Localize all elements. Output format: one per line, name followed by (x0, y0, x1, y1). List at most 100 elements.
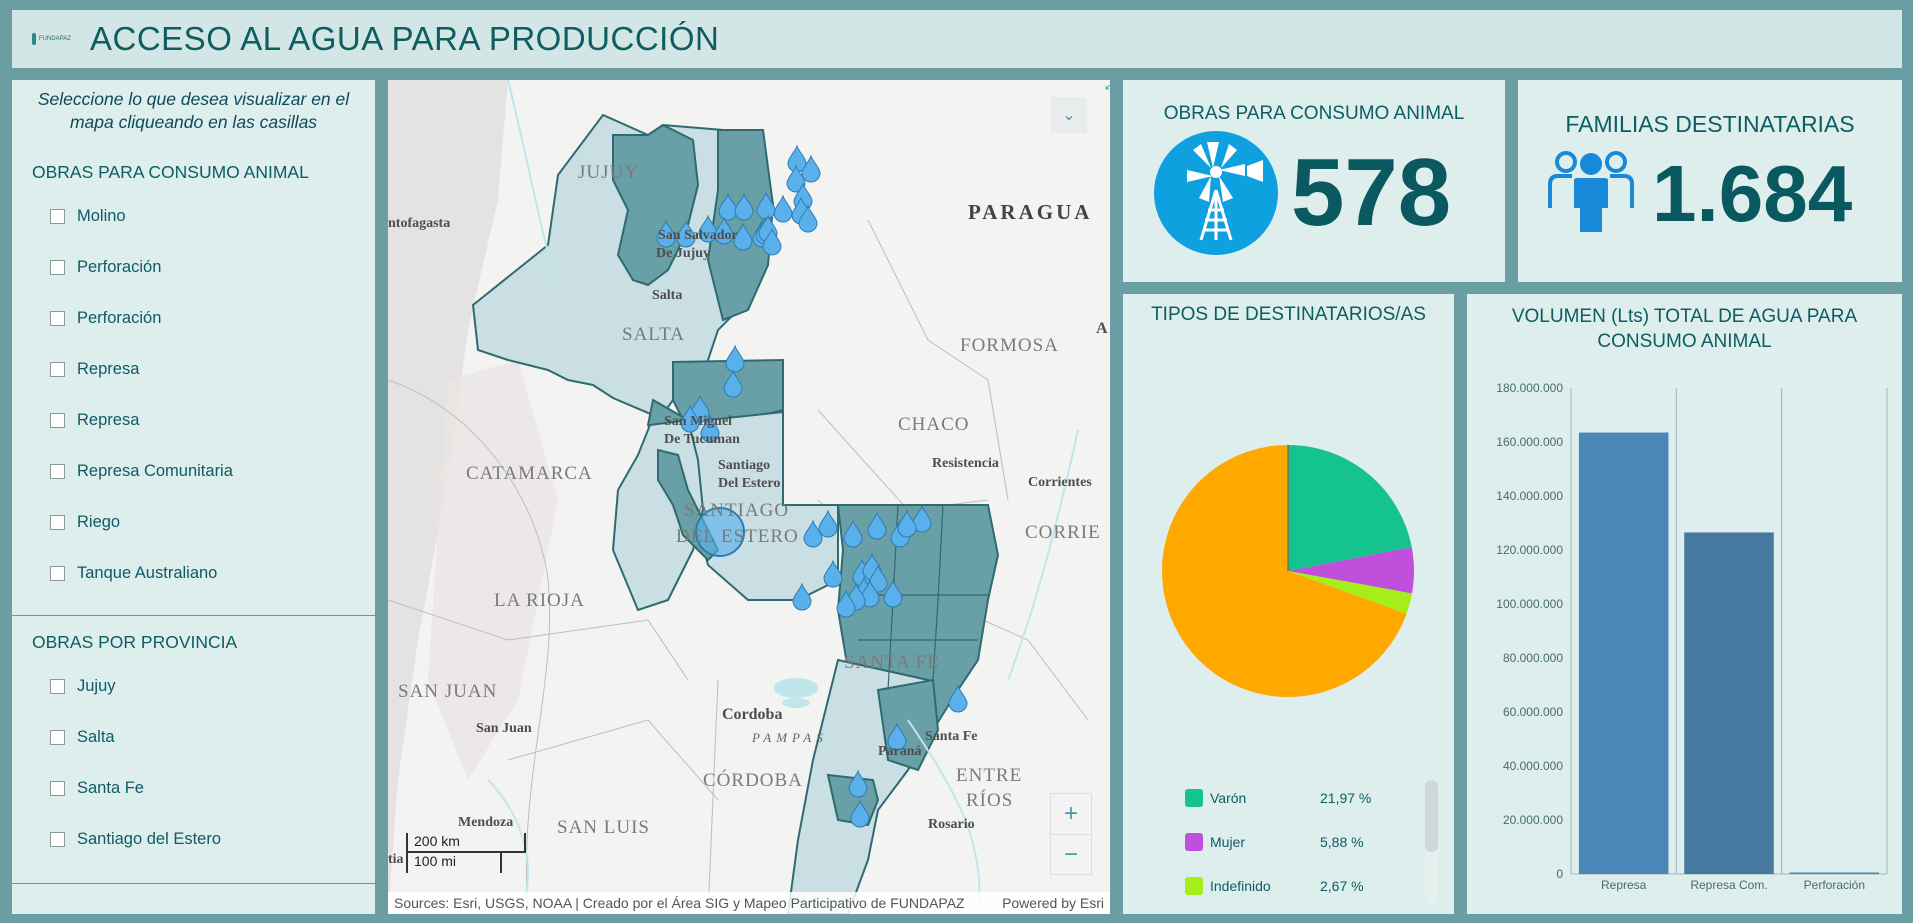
checkbox-row-obras-2[interactable]: Perforación (50, 293, 375, 344)
zoom-in-button[interactable]: + (1063, 800, 1078, 827)
y-tick-label: 120.000.000 (1496, 543, 1563, 557)
legend-percent: 21,97 % (1320, 790, 1372, 806)
water-drop-icon[interactable] (887, 722, 907, 751)
checkbox[interactable] (50, 781, 65, 796)
bar-0[interactable] (1578, 432, 1669, 874)
water-drop-icon[interactable] (725, 344, 745, 373)
pie-slice-0[interactable] (1288, 445, 1412, 571)
checkbox-row-obras-1[interactable]: Perforación (50, 242, 375, 293)
checkbox-row-obras-4[interactable]: Represa (50, 395, 375, 446)
checkbox[interactable] (50, 362, 65, 377)
checkbox-row-obras-6[interactable]: Riego (50, 497, 375, 548)
water-drop-icon[interactable] (792, 582, 812, 611)
legend-item-1[interactable]: Mujer 5,88 % (1185, 833, 1364, 851)
water-drop-icon[interactable] (948, 684, 968, 713)
map-label-santiago: SANTIAGO (684, 500, 790, 521)
water-drop-icon[interactable] (818, 509, 838, 538)
checkbox[interactable] (50, 679, 65, 694)
water-drop-icon[interactable] (773, 194, 793, 223)
checkbox-row-obras-0[interactable]: Molino (50, 191, 375, 242)
city-san-juan: San Juan (476, 721, 532, 736)
map-label-catamarca: CATAMARCA (466, 463, 593, 484)
pie-chart[interactable] (1123, 294, 1454, 774)
water-drop-icon[interactable] (883, 579, 903, 608)
water-drop-icon[interactable] (897, 509, 917, 538)
water-drop-icon[interactable] (868, 564, 888, 593)
water-drop-icon[interactable] (723, 369, 743, 398)
bar-2[interactable] (1789, 872, 1880, 875)
checkbox-row-obras-3[interactable]: Represa (50, 344, 375, 395)
water-drop-icon[interactable] (680, 404, 700, 433)
fullscreen-icon[interactable]: ⤢ (1101, 80, 1110, 94)
water-drop-icon[interactable] (762, 227, 782, 256)
water-drop-icon[interactable] (756, 191, 776, 220)
section-divider (12, 615, 375, 616)
water-drop-icon[interactable] (656, 219, 676, 248)
map-label-entre: ENTRE (956, 765, 1023, 786)
legend-scrollbar[interactable] (1425, 780, 1438, 904)
water-drop-icon[interactable] (848, 769, 868, 798)
checkbox-row-obras-5[interactable]: Represa Comunitaria (50, 446, 375, 497)
water-drop-icon[interactable] (801, 154, 821, 183)
checkbox[interactable] (50, 413, 65, 428)
water-drop-icon[interactable] (860, 579, 880, 608)
y-tick-label: 20.000.000 (1503, 813, 1563, 827)
provincias-checkbox-list: Jujuy Salta Santa Fe Santiago del Estero (12, 661, 375, 865)
legend-item-0[interactable]: Varón 21,97 % (1185, 789, 1371, 807)
pie-slice-1[interactable] (1288, 547, 1414, 594)
checkbox[interactable] (50, 730, 65, 745)
water-drop-icon[interactable] (798, 204, 818, 233)
water-drop-icon[interactable] (803, 519, 823, 548)
checkbox-label: Represa (77, 411, 140, 429)
map-view[interactable]: JUJUY SALTA FORMOSA CHACO CATAMARCA SANT… (388, 80, 1110, 914)
checkbox-row-prov-3[interactable]: Santiago del Estero (50, 814, 375, 865)
water-drop-icon[interactable] (843, 519, 863, 548)
water-drop-icon[interactable] (734, 192, 754, 221)
powered-by-esri[interactable]: Powered by Esri (1002, 895, 1104, 911)
checkbox[interactable] (50, 311, 65, 326)
legend-name: Varón (1210, 790, 1247, 806)
water-drop-icon[interactable] (912, 504, 932, 533)
map-label-san-juan: SAN JUAN (398, 681, 498, 702)
checkbox-row-obras-7[interactable]: Tanque Australiano (50, 548, 375, 599)
water-drop-icon[interactable] (867, 511, 887, 540)
pie-slice-3[interactable] (1162, 445, 1407, 697)
water-drop-cluster-icon[interactable] (695, 507, 745, 557)
scrollbar-thumb[interactable] (1425, 780, 1438, 852)
legend-name: Mujer (1210, 834, 1246, 850)
water-drop-icon[interactable] (714, 216, 734, 245)
kpi-familias-value: 1.684 (1652, 149, 1853, 238)
checkbox[interactable] (50, 832, 65, 847)
water-drop-icon[interactable] (733, 222, 753, 251)
checkbox[interactable] (50, 464, 65, 479)
collapse-button[interactable]: ⌄ (1051, 97, 1087, 133)
pie-chart-card: TIPOS DE DESTINATARIOS/AS Varón 21,97 % Mu… (1123, 294, 1454, 914)
pie-slice-2[interactable] (1288, 571, 1412, 614)
checkbox[interactable] (50, 260, 65, 275)
bar-chart[interactable]: 0 20.000.000 40.000.000 60.000.000 80.000.00… (1467, 294, 1902, 914)
lake-icon-2 (782, 698, 810, 708)
checkbox-row-prov-1[interactable]: Salta (50, 712, 375, 763)
checkbox-row-prov-0[interactable]: Jujuy (50, 661, 375, 712)
water-drop-icon[interactable] (676, 219, 696, 248)
map-label-a-edge: A (1096, 320, 1108, 337)
checkbox[interactable] (50, 515, 65, 530)
checkbox[interactable] (50, 566, 65, 581)
bar-1[interactable] (1684, 532, 1774, 874)
checkbox[interactable] (50, 209, 65, 224)
water-drop-icon[interactable] (786, 164, 806, 193)
map-canvas[interactable] (388, 80, 1110, 914)
water-drop-icon[interactable] (698, 214, 718, 243)
map-label-santa-fe: SANTA FE (844, 652, 940, 673)
map-label-pampas: PAMPAS (752, 730, 828, 745)
zoom-out-button[interactable]: − (1051, 834, 1091, 874)
bar-title: VOLUMEN (Lts) TOTAL DE AGUA PARA CONSUMO… (1511, 306, 1858, 352)
checkbox-row-prov-2[interactable]: Santa Fe (50, 763, 375, 814)
water-drop-icon[interactable] (836, 589, 856, 618)
water-drop-icon[interactable] (823, 559, 843, 588)
water-drop-icon[interactable] (718, 192, 738, 221)
water-drop-icon[interactable] (700, 414, 720, 443)
section-divider-bottom (12, 883, 375, 884)
water-drop-icon[interactable] (850, 799, 870, 828)
legend-item-2[interactable]: Indefinido 2,67 % (1185, 877, 1364, 895)
